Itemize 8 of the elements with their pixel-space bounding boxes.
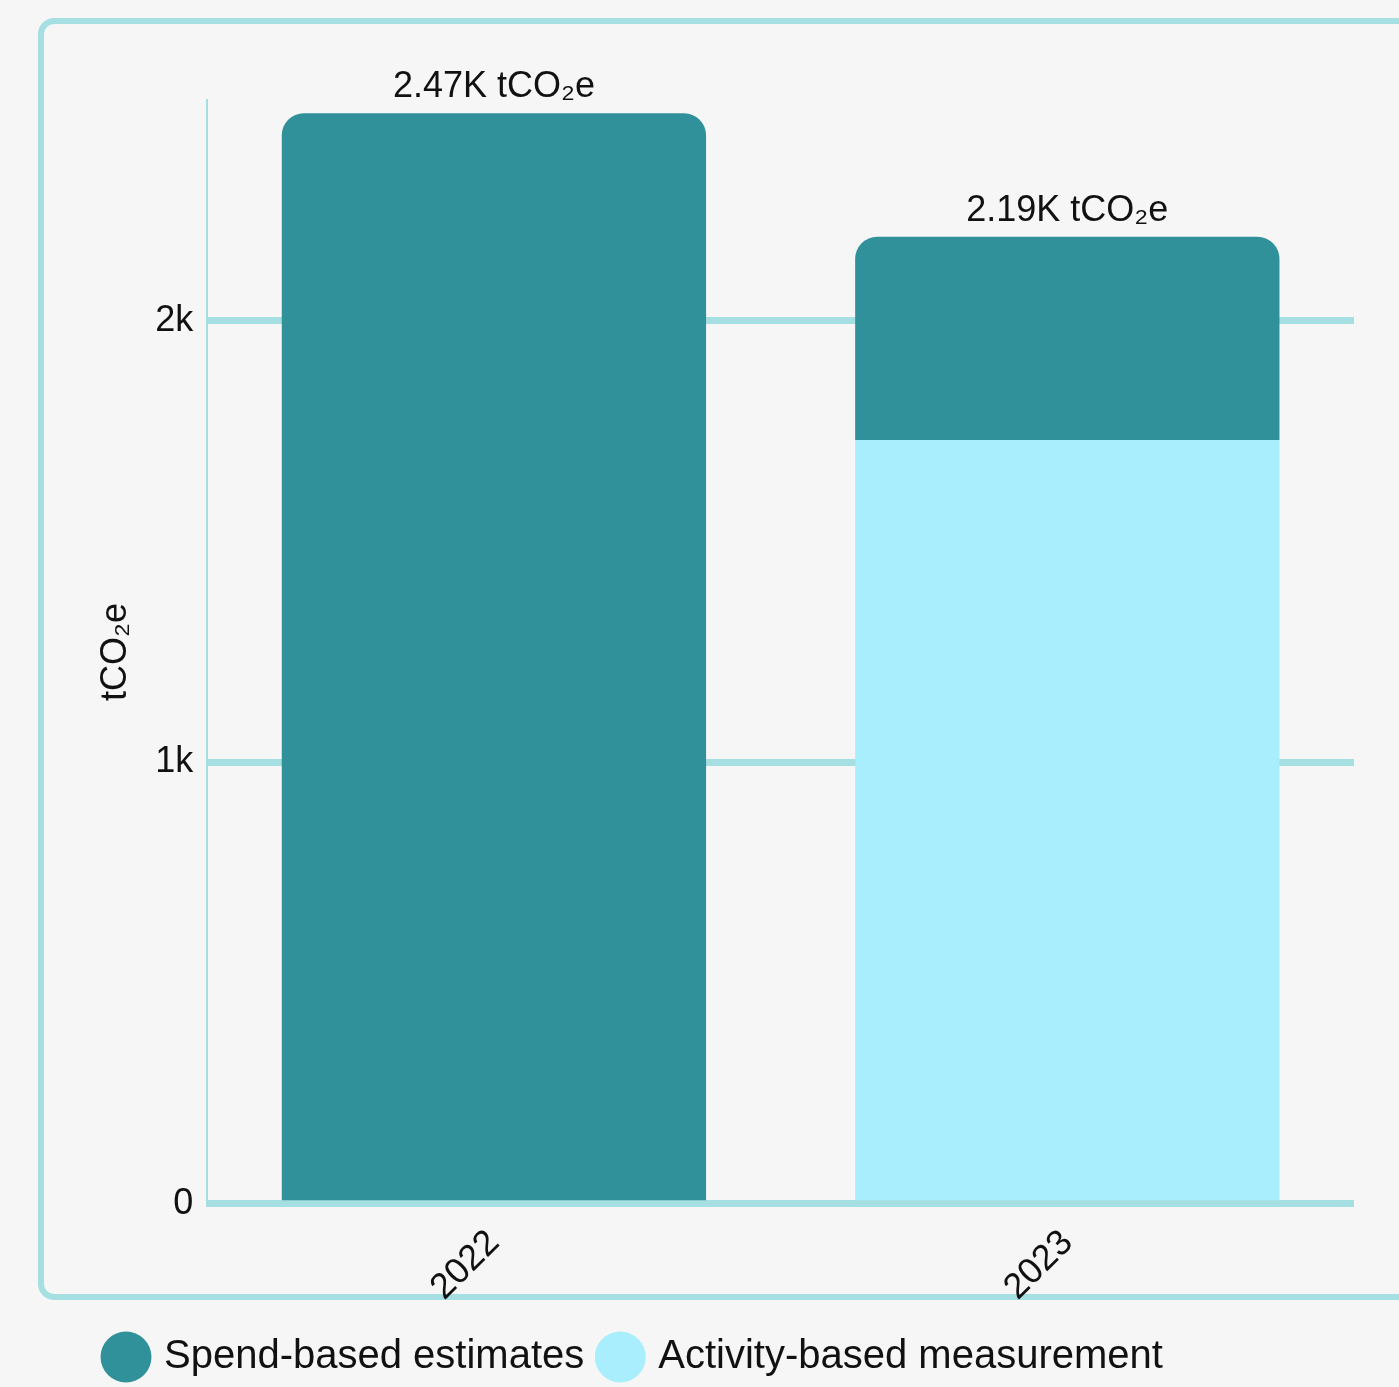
legend-label: Spend-based estimates <box>164 1332 585 1377</box>
legend-label: Activity-based measurement <box>658 1332 1163 1377</box>
y-axis-title: tCO₂e <box>92 602 134 701</box>
y-tick-label: 2k <box>155 297 195 339</box>
y-tick-label: 0 <box>173 1180 194 1222</box>
total-label: 2.47K tCO₂e <box>392 64 595 106</box>
total-label: 2.19K tCO₂e <box>966 187 1169 229</box>
y-tick-label: 1k <box>155 739 195 781</box>
